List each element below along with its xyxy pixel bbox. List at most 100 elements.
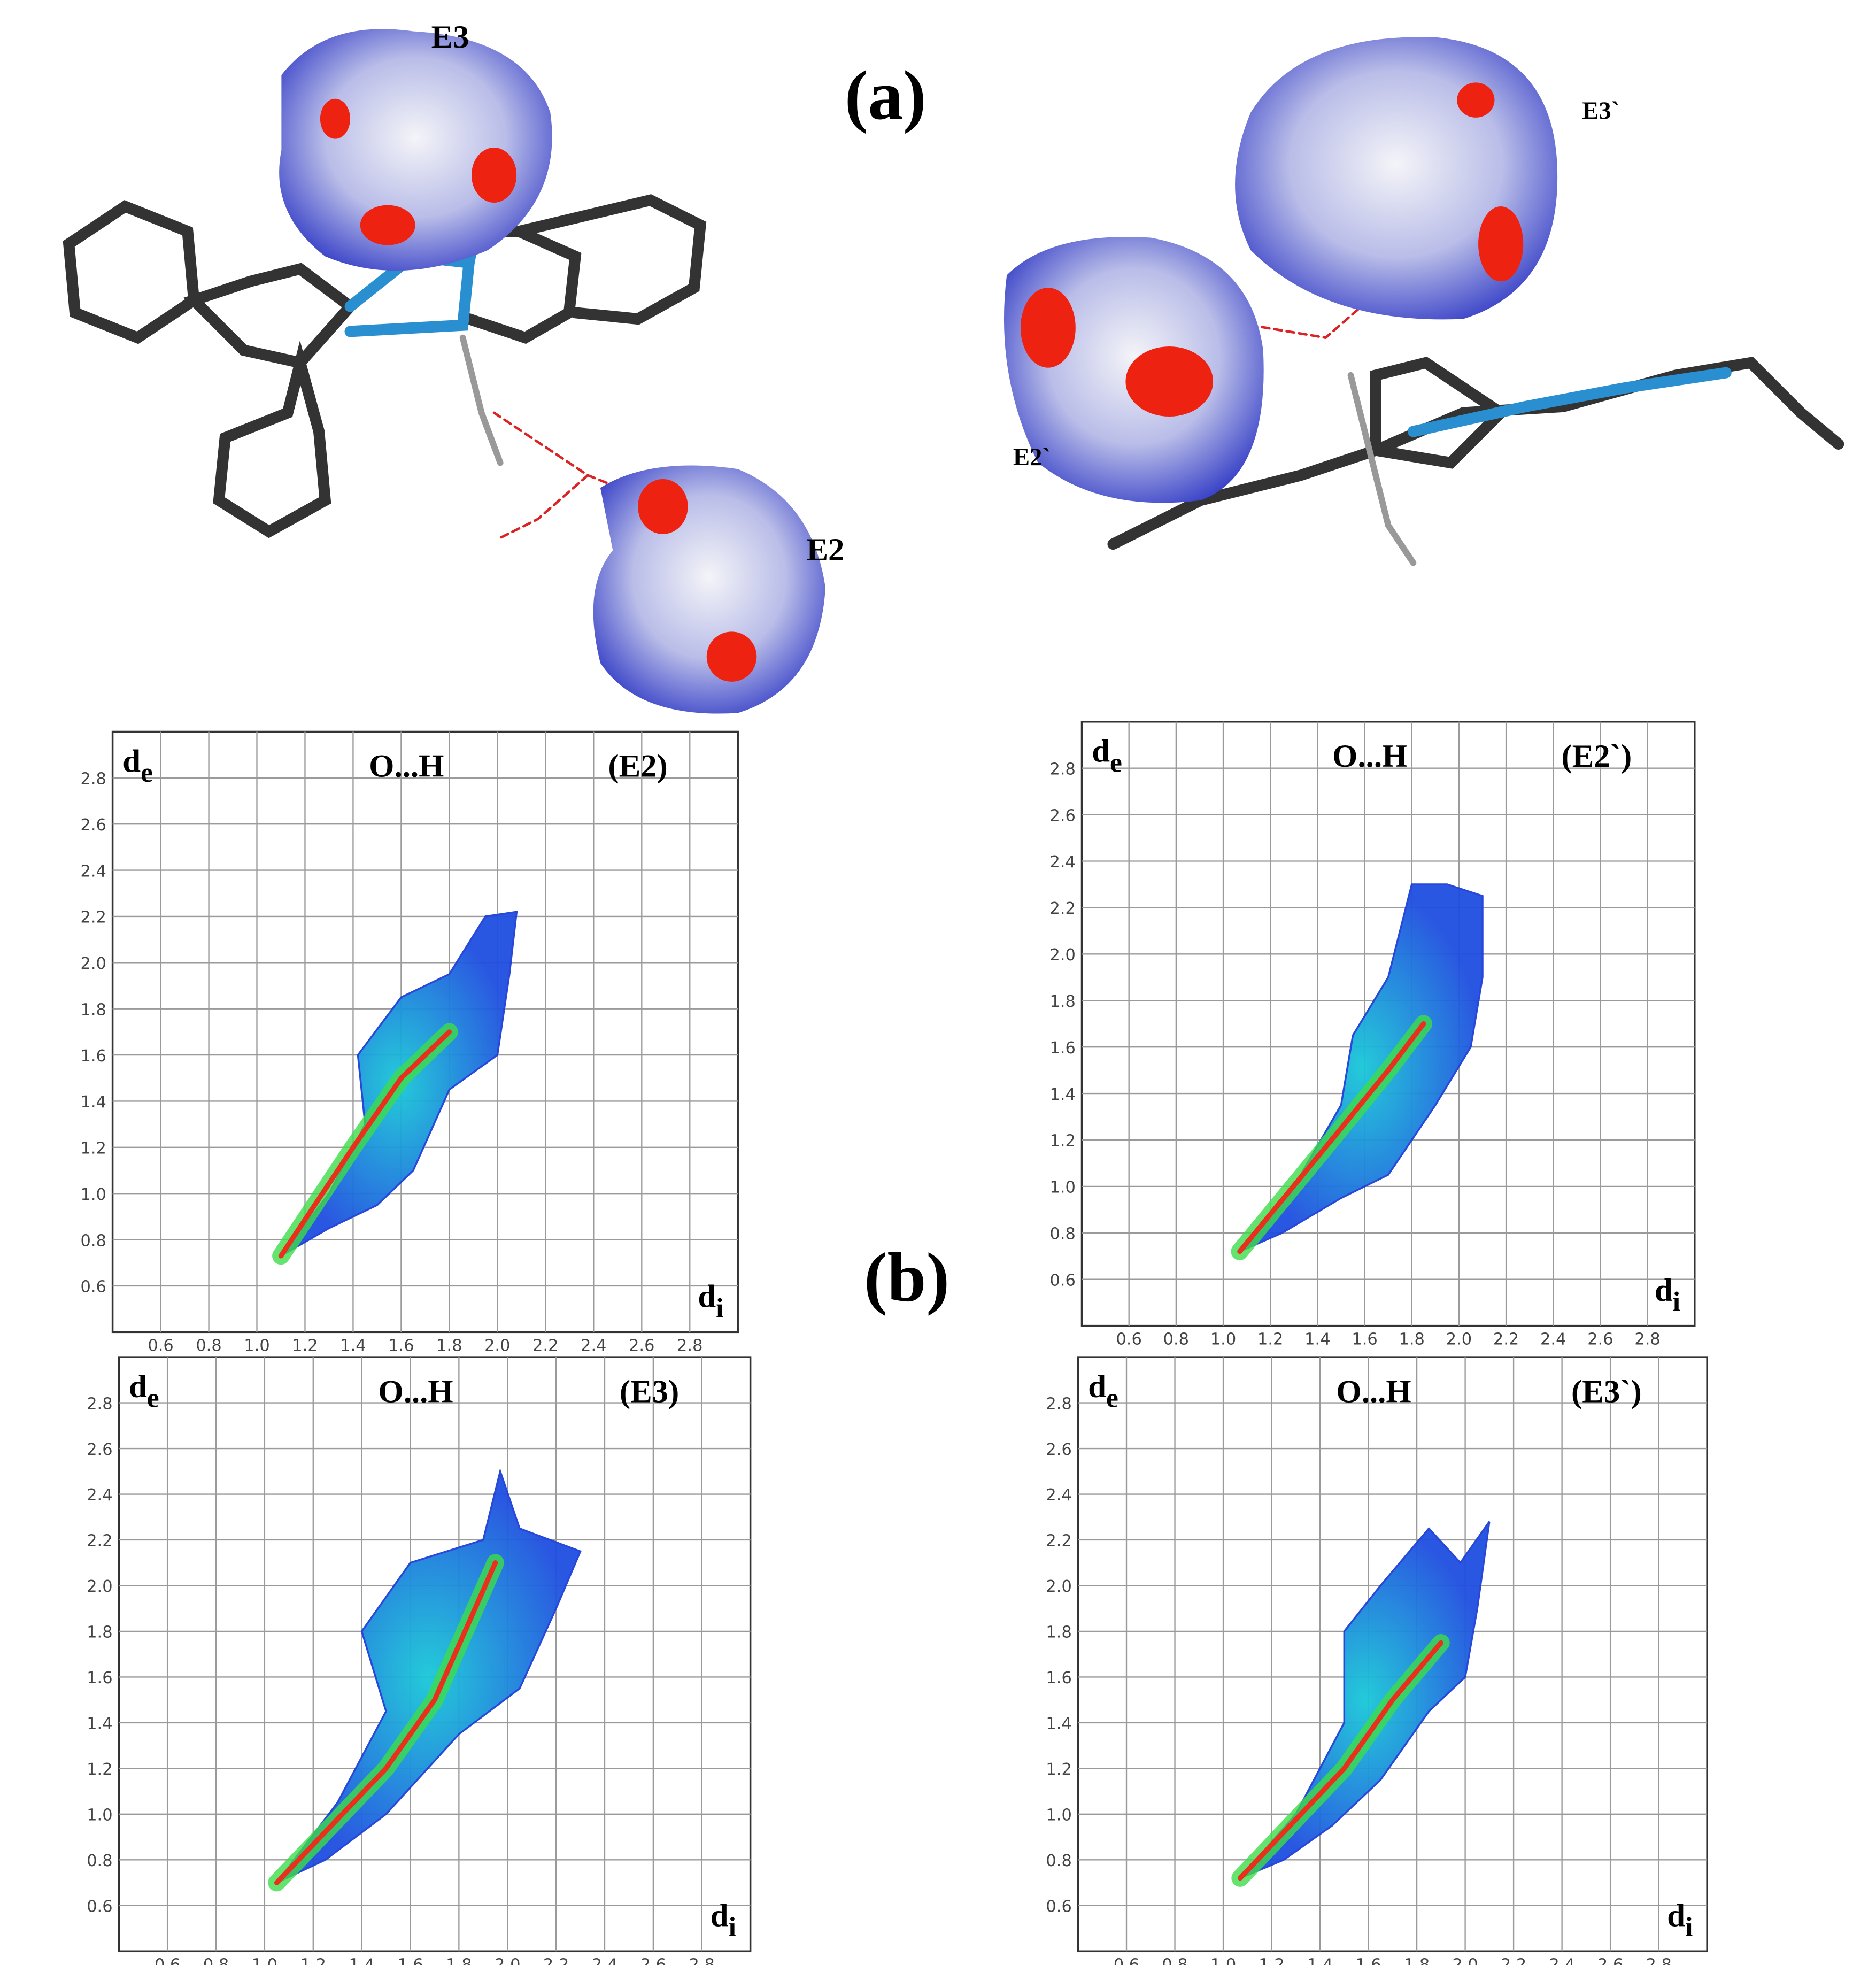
y-tick-label: 2.2 xyxy=(1049,899,1075,918)
y-tick-label: 2.0 xyxy=(1049,946,1075,965)
y-axis-label-sub: e xyxy=(1106,1383,1118,1414)
x-tick-label: 2.8 xyxy=(677,1336,702,1355)
mol-label: E3 xyxy=(431,19,469,55)
x-axis-label: di xyxy=(711,1898,736,1943)
y-tick-label: 2.6 xyxy=(1049,806,1075,825)
y-axis-label-main: d xyxy=(129,1369,147,1405)
density-peak xyxy=(278,1029,452,1259)
x-axis-label-sub: i xyxy=(729,1912,736,1943)
y-tick-label: 1.8 xyxy=(87,1623,112,1642)
y-tick-label: 2.6 xyxy=(87,1440,112,1459)
y-tick-label: 1.6 xyxy=(1046,1669,1071,1687)
x-axis-label-sub: i xyxy=(716,1293,723,1323)
x-tick-label: 0.8 xyxy=(1163,1330,1189,1349)
x-tick-label: 1.0 xyxy=(244,1336,269,1355)
y-tick-label: 2.4 xyxy=(1046,1486,1071,1505)
y-tick-label: 2.6 xyxy=(1046,1440,1071,1459)
y-axis-label-sub: e xyxy=(141,758,153,788)
x-tick-label: 1.8 xyxy=(446,1955,472,1965)
y-tick-label: 2.8 xyxy=(87,1394,112,1413)
x-tick-label: 1.0 xyxy=(252,1955,277,1965)
fingerprint-plot: 0.6 0.8 1.0 1.2 1.4 1.6 1.8 2.0 2.2 2.4 2.6 2.8 0.6 0… xyxy=(1049,721,1696,1349)
fingerprint-plot: 0.6 0.8 1.0 1.2 1.4 1.6 1.8 2.0 2.2 2.4 2.6 2.8 0.6 0… xyxy=(87,1356,752,1965)
y-tick-label: 2.2 xyxy=(81,908,106,927)
y-tick-label: 2.6 xyxy=(81,816,106,835)
molecule-right: E3` E2` xyxy=(1003,37,1844,566)
x-tick-label: 2.6 xyxy=(629,1336,654,1355)
y-tick-label: 2.0 xyxy=(81,954,106,973)
x-tick-label: 0.6 xyxy=(148,1336,173,1355)
x-tick-label: 1.2 xyxy=(1259,1955,1284,1965)
x-tick-label: 1.6 xyxy=(397,1955,423,1965)
x-tick-label: 2.4 xyxy=(1540,1330,1566,1349)
y-tick-label: 1.0 xyxy=(1049,1178,1075,1197)
x-axis-label-sub: i xyxy=(1685,1912,1693,1943)
density-peak xyxy=(1237,1021,1426,1254)
x-tick-label: 2.4 xyxy=(581,1336,606,1355)
x-axis-label: di xyxy=(698,1279,723,1324)
x-axis-label-sub: i xyxy=(1673,1287,1680,1317)
y-tick-label: 1.4 xyxy=(1046,1715,1071,1733)
y-tick-label: 2.0 xyxy=(1046,1577,1071,1596)
x-tick-label: 2.6 xyxy=(1587,1330,1613,1349)
y-axis-label-main: d xyxy=(1088,1369,1106,1405)
y-tick-label: 2.4 xyxy=(87,1486,112,1505)
plot-title: O...H xyxy=(1332,738,1407,774)
y-tick-label: 2.8 xyxy=(81,770,106,789)
plot-title: O...H xyxy=(1336,1374,1411,1409)
x-axis-label: di xyxy=(1655,1273,1680,1317)
y-axis-label-sub: e xyxy=(147,1383,159,1414)
y-tick-label: 1.0 xyxy=(81,1185,106,1204)
y-axis-label-sub: e xyxy=(1110,748,1122,778)
y-tick-label: 1.4 xyxy=(1049,1085,1075,1104)
mol-label: E2` xyxy=(1013,443,1051,471)
y-tick-label: 2.2 xyxy=(1046,1532,1071,1551)
y-axis-label: de xyxy=(1092,734,1122,779)
x-tick-label: 1.4 xyxy=(340,1336,366,1355)
x-tick-label: 2.2 xyxy=(532,1336,558,1355)
y-tick-label: 0.8 xyxy=(87,1852,112,1870)
y-axis-label: de xyxy=(122,743,153,788)
y-tick-label: 1.0 xyxy=(1046,1806,1071,1825)
y-tick-label: 0.6 xyxy=(1046,1897,1071,1916)
y-tick-label: 2.2 xyxy=(87,1532,112,1551)
y-axis-label: de xyxy=(1088,1369,1118,1414)
x-axis-label-main: d xyxy=(711,1898,729,1933)
y-tick-label: 1.2 xyxy=(81,1139,106,1158)
x-tick-label: 2.0 xyxy=(484,1336,510,1355)
y-tick-label: 1.6 xyxy=(1049,1039,1075,1058)
plot-label: (E2) xyxy=(608,749,667,784)
panel-label: (b) xyxy=(864,1239,949,1316)
x-tick-label: 1.2 xyxy=(1257,1330,1283,1349)
x-tick-label: 0.8 xyxy=(196,1336,221,1355)
x-tick-label: 2.8 xyxy=(1646,1955,1671,1965)
x-tick-label: 0.6 xyxy=(1116,1330,1142,1349)
panel-label: (a) xyxy=(845,57,927,134)
plot-title: O...H xyxy=(369,749,444,784)
x-tick-label: 1.8 xyxy=(436,1336,462,1355)
x-tick-label: 1.6 xyxy=(1352,1330,1377,1349)
y-tick-label: 1.6 xyxy=(81,1047,106,1066)
y-tick-label: 1.2 xyxy=(87,1760,112,1779)
x-tick-label: 0.8 xyxy=(203,1955,229,1965)
molecule-left: E3 E2 xyxy=(63,19,844,714)
y-tick-label: 0.6 xyxy=(1049,1271,1075,1290)
density-region xyxy=(1239,1521,1491,1879)
fingerprint-plot: 0.6 0.8 1.0 1.2 1.4 1.6 1.8 2.0 2.2 2.4 2.6 2.8 0.6 0… xyxy=(81,730,739,1355)
y-tick-label: 1.8 xyxy=(1046,1623,1071,1642)
x-tick-label: 0.6 xyxy=(1114,1955,1139,1965)
x-tick-label: 1.2 xyxy=(300,1955,326,1965)
y-tick-label: 2.4 xyxy=(1049,853,1075,872)
x-tick-label: 1.4 xyxy=(1307,1955,1333,1965)
x-tick-label: 2.0 xyxy=(495,1955,520,1965)
y-tick-label: 1.0 xyxy=(87,1806,112,1825)
y-tick-label: 0.8 xyxy=(1046,1852,1071,1870)
x-tick-label: 2.8 xyxy=(689,1955,715,1965)
y-tick-label: 0.8 xyxy=(81,1231,106,1250)
y-tick-label: 1.2 xyxy=(1049,1132,1075,1151)
x-tick-label: 1.4 xyxy=(349,1955,374,1965)
y-axis-label: de xyxy=(129,1369,159,1414)
plot-title: O...H xyxy=(378,1374,453,1409)
